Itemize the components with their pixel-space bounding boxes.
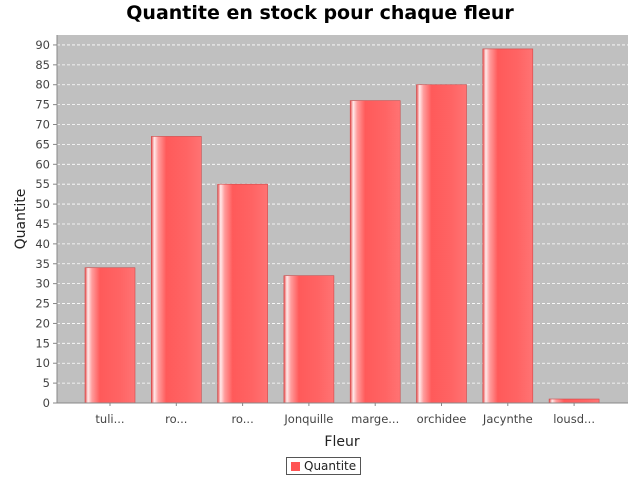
y-tick-label: 35 <box>35 257 50 271</box>
bar <box>482 48 534 404</box>
y-tick-label: 90 <box>35 38 50 52</box>
y-tick-label: 75 <box>35 98 50 112</box>
y-tick-label: 5 <box>43 376 50 390</box>
y-tick-label: 85 <box>35 58 50 72</box>
y-tick-label: 0 <box>43 396 50 410</box>
x-tick-label: marge... <box>351 412 399 426</box>
y-tick-label: 15 <box>35 336 50 350</box>
bars <box>84 48 600 404</box>
x-tick-label: orchidee <box>417 412 467 426</box>
y-tick-label: 40 <box>35 237 50 251</box>
y-tick-label: 10 <box>35 356 50 370</box>
bar <box>349 100 401 404</box>
y-tick-label: 50 <box>35 197 50 211</box>
legend-label: Quantite <box>304 459 357 473</box>
y-tick-label: 20 <box>35 316 50 330</box>
y-tick-label: 25 <box>35 297 50 311</box>
x-tick-label: Jacynthe <box>482 412 533 426</box>
y-tick-label: 60 <box>35 157 50 171</box>
y-tick-label: 55 <box>35 177 50 191</box>
x-tick-label: ro... <box>165 412 187 426</box>
y-axis-title: Quantite <box>13 189 29 250</box>
y-tick-label: 80 <box>35 78 50 92</box>
y-tick-label: 30 <box>35 277 50 291</box>
y-tick-label: 65 <box>35 137 50 151</box>
legend-swatch <box>291 461 300 471</box>
bar <box>217 183 268 404</box>
x-axis-title: Fleur <box>324 434 359 450</box>
legend: Quantite <box>286 457 362 475</box>
plot-area <box>57 35 628 403</box>
axes: 0 5 10 15 20 25 30 35 40 45 50 55 60 65 70 75 80 85 90 tuli… <box>35 35 628 426</box>
y-tick-label: 70 <box>35 118 50 132</box>
y-tick-label: 45 <box>35 217 50 231</box>
x-tick-label: Jonquille <box>283 412 333 426</box>
bar <box>84 267 136 404</box>
chart-title: Quantite en stock pour chaque fleur <box>126 2 514 24</box>
x-tick-label: ro... <box>231 412 253 426</box>
bar <box>283 275 335 404</box>
x-tick-label: tuli... <box>95 412 124 426</box>
bar <box>151 136 202 404</box>
bar <box>416 84 467 404</box>
x-tick-label: lousd... <box>553 412 595 426</box>
bar <box>548 398 600 404</box>
